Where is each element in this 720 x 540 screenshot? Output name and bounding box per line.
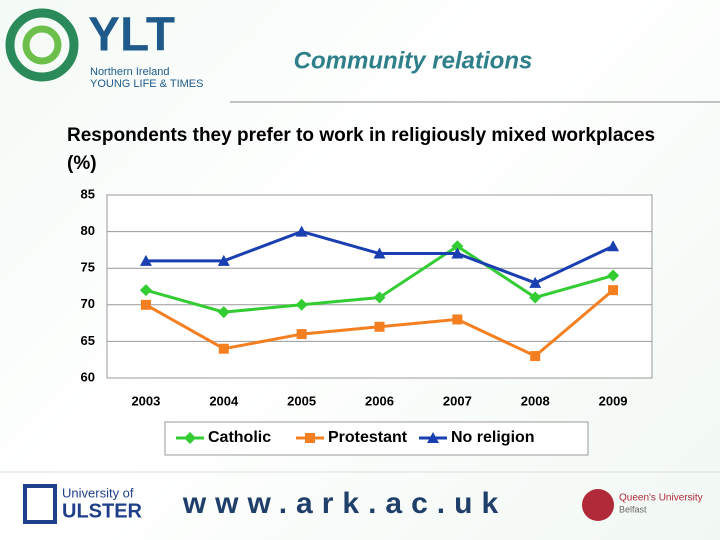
chart-title: Respondents they prefer to work in relig… — [67, 125, 656, 174]
slide-title: Community relations — [294, 47, 533, 74]
y-tick-label: 70 — [81, 296, 95, 311]
marker — [530, 351, 541, 362]
y-tick-label: 80 — [81, 223, 95, 238]
marker — [140, 299, 151, 310]
x-tick-label: 2005 — [287, 393, 316, 408]
logo-swirl — [22, 25, 62, 65]
marker — [139, 284, 152, 297]
marker — [607, 240, 620, 252]
legend-marker — [427, 432, 439, 443]
queens-text: Belfast — [619, 504, 647, 514]
logo-title: YLT — [88, 9, 175, 62]
x-tick-label: 2006 — [365, 393, 394, 408]
ulster-text: University of — [62, 485, 134, 500]
logo-swirl — [5, 8, 79, 82]
marker — [529, 291, 542, 304]
marker — [295, 225, 308, 237]
marker — [529, 276, 542, 288]
logo-text: Northern Ireland — [90, 66, 170, 78]
legend-label: Protestant — [328, 429, 408, 446]
ulster-logo — [23, 484, 57, 524]
marker — [139, 254, 152, 266]
legend-box — [164, 421, 589, 456]
y-tick-label: 85 — [81, 186, 95, 201]
marker — [607, 269, 620, 282]
marker — [296, 329, 307, 340]
legend-label: Catholic — [208, 429, 271, 446]
marker — [218, 343, 229, 354]
legend-marker — [184, 432, 196, 444]
x-tick-label: 2008 — [521, 393, 550, 408]
x-tick-label: 2009 — [599, 393, 628, 408]
x-tick-label: 2007 — [443, 393, 472, 408]
y-tick-label: 75 — [81, 260, 95, 275]
y-tick-label: 65 — [81, 333, 95, 348]
marker — [374, 321, 385, 332]
legend-label: No religion — [451, 429, 535, 446]
queens-crest — [582, 489, 614, 521]
marker — [451, 247, 464, 259]
marker — [295, 298, 308, 311]
marker — [373, 291, 386, 304]
y-tick-label: 60 — [81, 369, 95, 384]
logo-text: YOUNG LIFE & TIMES — [90, 78, 204, 90]
marker — [452, 314, 463, 325]
x-tick-label: 2003 — [131, 393, 160, 408]
x-tick-label: 2004 — [209, 393, 239, 408]
marker — [217, 306, 230, 319]
marker — [608, 285, 619, 296]
marker — [451, 240, 464, 253]
url: www.ark.ac.uk — [182, 487, 507, 520]
legend-marker — [305, 433, 315, 443]
marker — [373, 247, 386, 259]
queens-text: Queen's University — [619, 493, 703, 504]
ulster-text: ULSTER — [62, 500, 143, 522]
marker — [217, 254, 230, 266]
